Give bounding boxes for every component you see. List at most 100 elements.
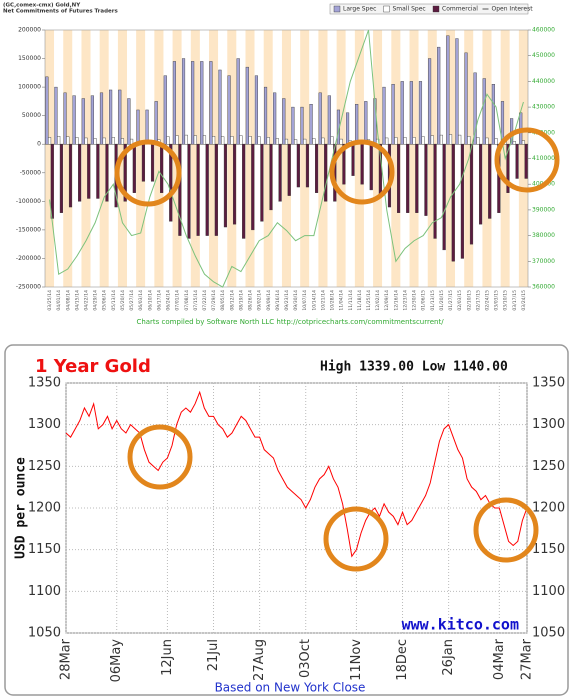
y-tick-label-right: 1200 [532, 501, 565, 516]
bar [57, 136, 61, 145]
x-tick-label: 02/17/15 [475, 290, 481, 311]
x-tick-label: 07/15/14 [193, 290, 199, 311]
week-stripe [318, 30, 328, 287]
bar [90, 95, 94, 145]
x-tick-label: 05/13/14 [111, 290, 117, 311]
bar [193, 135, 197, 145]
bar [154, 101, 158, 145]
x-tick-label: 03/24/15 [521, 290, 527, 311]
x-tick-label: 06/03/14 [138, 290, 144, 311]
y2-tick-label: 380000 [532, 232, 555, 239]
y2-tick-label: 360000 [532, 284, 555, 291]
bar [284, 138, 289, 145]
highlight-circle [323, 506, 389, 572]
y-tick-label-right: 1150 [532, 542, 565, 557]
x-tick-label: 12/16/14 [393, 290, 399, 311]
x-tick-label: 28Mar [59, 638, 74, 680]
bar [166, 136, 170, 145]
bar [111, 137, 115, 145]
week-stripe [163, 30, 173, 287]
x-tick-label: 11/11/14 [348, 290, 354, 311]
x-tick-label: 08/19/14 [238, 290, 244, 311]
x-tick-label: 07/22/14 [202, 290, 208, 311]
bar [232, 144, 237, 225]
week-stripe [254, 30, 264, 287]
y-tick-label: 1300 [28, 417, 61, 432]
bar [127, 98, 131, 145]
bar [521, 140, 526, 145]
x-tick-label: 08/05/14 [220, 290, 226, 311]
kitco-subtitle: High 1339.00 Low 1140.00 [320, 360, 508, 375]
week-stripe [309, 30, 319, 287]
bar [309, 104, 313, 145]
x-tick-label: 10/14/14 [311, 290, 317, 311]
x-tick-label: 18Dec [395, 639, 410, 681]
week-stripe [45, 30, 55, 287]
bar [54, 86, 58, 145]
week-stripe [81, 30, 91, 287]
bar [227, 75, 231, 145]
bar [81, 98, 85, 145]
bar [455, 38, 459, 145]
x-tick-label: 06/17/14 [156, 290, 162, 311]
y-tick-label: 1350 [28, 376, 61, 391]
bar [191, 61, 195, 145]
y2-tick-label: 450000 [532, 52, 555, 59]
bar [196, 144, 200, 236]
y2-tick-label: 370000 [532, 258, 555, 265]
highlight-circle [473, 497, 539, 563]
bar [123, 144, 127, 202]
bar [266, 137, 270, 145]
bar [409, 81, 413, 145]
bar [296, 144, 300, 188]
x-tick-label: 11/04/14 [339, 290, 345, 311]
bar [218, 69, 222, 145]
bar [254, 75, 258, 145]
bar [287, 144, 291, 196]
bar [300, 106, 304, 145]
week-stripe [263, 30, 273, 287]
cot-chart: (GC,comex-cmx) Gold,NY Net Commitments o… [0, 0, 574, 330]
cot-title: (GC,comex-cmx) Gold,NY [3, 3, 81, 9]
bar [72, 95, 76, 145]
bar [109, 89, 113, 145]
week-stripe [482, 30, 492, 287]
bar [223, 144, 228, 228]
y-axis-label: USD per ounce [14, 457, 29, 559]
x-tick-label: 21Jul [206, 639, 221, 671]
x-tick-label: 02/10/15 [466, 290, 472, 311]
bar [494, 138, 498, 145]
week-stripe [227, 30, 237, 287]
open-interest-line [49, 29, 524, 288]
bar [351, 144, 355, 176]
x-tick-label: 05/27/14 [129, 290, 135, 311]
week-stripe [473, 30, 483, 287]
bar [394, 137, 398, 145]
bar [369, 144, 373, 191]
bar [437, 46, 441, 145]
week-stripe [400, 30, 410, 287]
bar [330, 136, 334, 145]
x-tick-label: 12/23/14 [402, 290, 408, 311]
cot-subtitle: Net Commitments of Futures Traders [3, 9, 118, 15]
bar [382, 86, 386, 145]
x-tick-label: 09/23/14 [284, 290, 290, 311]
week-stripe [181, 30, 191, 287]
y-tick-label: 200000 [18, 27, 41, 34]
x-tick-label: 06May [109, 639, 124, 683]
week-stripe [354, 30, 364, 287]
bar [303, 138, 307, 145]
bar [479, 144, 483, 225]
bar [451, 144, 455, 262]
week-stripe [63, 30, 73, 287]
week-stripe [236, 30, 246, 287]
bar [99, 92, 104, 145]
week-stripe [373, 30, 383, 287]
bar [524, 144, 528, 179]
bar [430, 135, 434, 145]
y-tick-label: -250000 [16, 284, 41, 291]
y-tick-label: -150000 [16, 226, 41, 233]
week-stripe [218, 30, 228, 287]
week-stripe [300, 30, 310, 287]
x-tick-label: 03Oct [298, 639, 313, 678]
